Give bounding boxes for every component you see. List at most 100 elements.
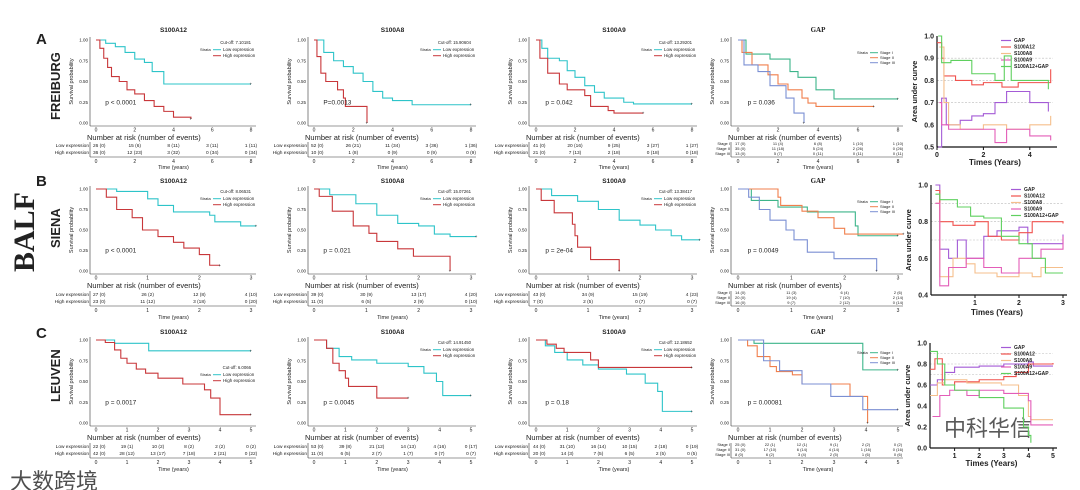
risk-cell: 10 (2) bbox=[152, 444, 165, 450]
x-tick-label: 2 bbox=[133, 128, 136, 134]
auc-curve-s100a9 bbox=[935, 202, 1064, 287]
y-tick-label: 0.25 bbox=[518, 248, 527, 253]
censor-mark: + bbox=[873, 104, 876, 109]
y-tick-label: 1.00 bbox=[518, 187, 527, 192]
p-value: p = 0.042 bbox=[545, 99, 573, 106]
x-tick-label: 8 bbox=[470, 128, 473, 134]
y-axis-label: Area under curve bbox=[904, 209, 913, 271]
x-tick-label: 0 bbox=[737, 276, 740, 282]
km-plot-gap: GAP 0.00 0.25 0.50 0.75 1.00 0 0 1 1 2 2 3 3 4 4 5 5 Survi… bbox=[710, 328, 904, 473]
risk-x-tick-label: 0 bbox=[737, 308, 740, 314]
survival-curve-low-expression bbox=[314, 339, 471, 397]
p-value: p = 2e-04 bbox=[545, 248, 573, 255]
censor-mark: + bbox=[691, 101, 694, 106]
survival-curve-stage-ii bbox=[738, 188, 904, 235]
risk-table-title: Number at risk (number of events) bbox=[728, 433, 842, 442]
risk-cell: 2 (14) bbox=[893, 295, 904, 300]
auc-plot: 0.4 0.6 0.8 1.0 1 2 3 Area under curve Times (Ye… bbox=[904, 183, 1067, 317]
risk-x-tick-label: 3 bbox=[188, 460, 191, 466]
x-tick-label: 2 bbox=[375, 428, 378, 434]
y-tick-label: 0.50 bbox=[79, 228, 88, 233]
x-tick-label: 3 bbox=[833, 428, 836, 434]
x-tick-label: 3 bbox=[1061, 300, 1065, 307]
risk-row-label: High expression bbox=[494, 451, 529, 457]
y-tick-label: 0.75 bbox=[720, 58, 729, 63]
risk-x-tick-label: 0 bbox=[313, 460, 316, 466]
legend-strata-label: Strata bbox=[420, 47, 431, 52]
risk-x-tick-label: 0 bbox=[95, 460, 98, 466]
legend-strata-label: Strata bbox=[200, 372, 211, 377]
legend-strata-label: Strata bbox=[200, 196, 211, 201]
risk-x-tick-label: 1 bbox=[769, 460, 772, 466]
y-tick-label: 0.6 bbox=[924, 122, 934, 129]
x-tick-label: 6 bbox=[857, 128, 860, 134]
risk-cell: 1 (7) bbox=[403, 451, 413, 457]
auc-curve-s100a12 bbox=[935, 189, 1064, 241]
risk-x-tick-label: 8 bbox=[250, 159, 253, 165]
y-tick-label: 0.00 bbox=[79, 421, 88, 426]
p-value: p < 0.0001 bbox=[105, 99, 136, 106]
risk-cell: 6 (5) bbox=[361, 299, 371, 305]
survival-curve-low-expression bbox=[314, 39, 471, 106]
y-tick-label: 0.25 bbox=[720, 100, 729, 105]
plot-title: GAP bbox=[811, 328, 827, 336]
y-tick-label: 1.00 bbox=[720, 338, 729, 343]
risk-cell: 15 (19) bbox=[632, 292, 648, 298]
censor-mark: + bbox=[866, 421, 869, 426]
p-value: P=0.0013 bbox=[323, 99, 351, 106]
censor-mark: + bbox=[219, 263, 222, 268]
survival-curve-low-expression bbox=[96, 339, 251, 352]
x-tick-label: 0 bbox=[313, 428, 316, 434]
legend-label: S100A9 bbox=[1024, 207, 1042, 213]
risk-cell: 35 (0) bbox=[735, 146, 746, 151]
y-tick-label: 1.00 bbox=[79, 38, 88, 43]
legend-strata-label: Strata bbox=[641, 347, 652, 352]
y-axis-label: Survival probability bbox=[287, 58, 293, 104]
y-tick-label: 1.0 bbox=[924, 34, 934, 41]
plot-title: GAP bbox=[811, 26, 827, 34]
x-tick-label: 2 bbox=[843, 276, 846, 282]
risk-cell: 17 (10) bbox=[764, 447, 777, 452]
x-axis-label: Times (Years) bbox=[971, 308, 1023, 317]
panel-label-c: C bbox=[36, 325, 47, 342]
cohort-label-leuven: LEUVEN bbox=[48, 349, 63, 402]
risk-cell: 0 (6) bbox=[894, 452, 903, 457]
risk-row-label: Low expression bbox=[274, 143, 308, 149]
risk-cell: 26 (2) bbox=[141, 292, 154, 298]
risk-cell: 8 (2) bbox=[184, 444, 194, 450]
risk-row-label: High expression bbox=[273, 299, 308, 305]
y-tick-label: 0.25 bbox=[297, 100, 306, 105]
risk-cell: 25 (0) bbox=[735, 442, 746, 447]
risk-table-title: Number at risk (number of events) bbox=[526, 133, 640, 142]
time-axis-label: Time (years) bbox=[599, 467, 630, 473]
risk-cell: 6 (2) bbox=[766, 452, 775, 457]
y-tick-label: 0.50 bbox=[297, 79, 306, 84]
survival-curve-high-expression bbox=[314, 339, 409, 399]
cutoff-label: Cut-off: 13.38417 bbox=[659, 189, 693, 194]
y-tick-label: 0.25 bbox=[720, 248, 729, 253]
risk-x-tick-label: 3 bbox=[897, 308, 900, 314]
time-axis-label: Time (years) bbox=[377, 467, 408, 473]
x-tick-label: 2 bbox=[777, 128, 780, 134]
risk-row-label: Stage III bbox=[715, 151, 730, 156]
x-tick-label: 5 bbox=[1051, 453, 1055, 460]
time-axis-label: Time (years) bbox=[158, 467, 189, 473]
censor-mark: + bbox=[250, 412, 253, 417]
y-tick-label: 0.50 bbox=[518, 379, 527, 384]
y-tick-label: 0.50 bbox=[720, 79, 729, 84]
risk-cell: 44 (0) bbox=[533, 444, 546, 450]
legend-label: Stage II bbox=[880, 55, 894, 60]
risk-cell: 1 (10) bbox=[893, 141, 904, 146]
risk-cell: 13 (17) bbox=[150, 451, 166, 457]
risk-row-label: Low expression bbox=[274, 444, 308, 450]
risk-x-tick-label: 0 bbox=[535, 308, 538, 314]
risk-x-tick-label: 1 bbox=[365, 308, 368, 314]
x-tick-label: 0 bbox=[535, 128, 538, 134]
auc-curve-s100a8 bbox=[935, 202, 1063, 278]
cutoff-label: Cut-off: 8.06531 bbox=[220, 189, 251, 194]
x-tick-label: 0 bbox=[313, 276, 316, 282]
legend-label: Low expression bbox=[664, 196, 696, 201]
risk-cell: 53 (0) bbox=[311, 444, 324, 450]
risk-x-tick-label: 3 bbox=[691, 308, 694, 314]
censor-mark: + bbox=[698, 237, 701, 242]
